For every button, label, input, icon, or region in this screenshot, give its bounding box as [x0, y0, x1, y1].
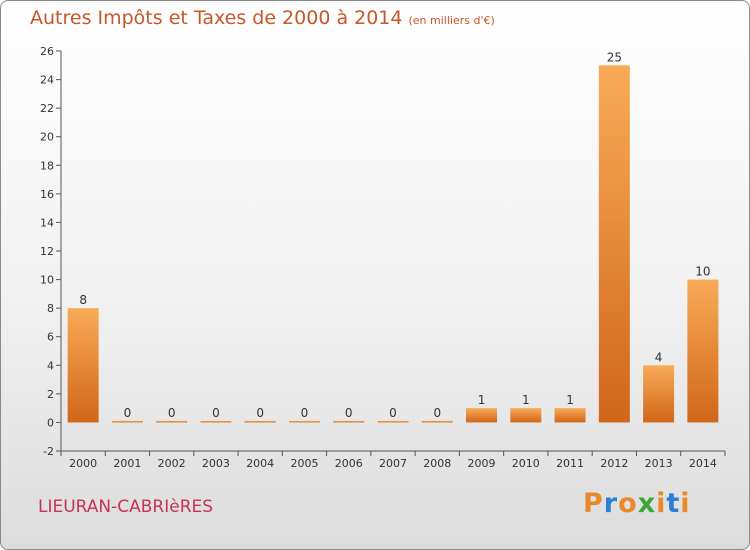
- x-tick-label: 2004: [246, 457, 274, 470]
- y-tick-label: 18: [40, 159, 54, 172]
- x-tick-label: 2012: [600, 457, 628, 470]
- x-tick-label: 2008: [423, 457, 451, 470]
- y-tick-label: 8: [47, 302, 54, 315]
- data-label: 1: [566, 393, 574, 407]
- logo-letter: r: [603, 488, 619, 519]
- bar: [333, 420, 365, 423]
- x-tick-label: 2002: [158, 457, 186, 470]
- x-tick-label: 2006: [335, 457, 363, 470]
- y-tick-label: 10: [40, 274, 54, 287]
- bar: [598, 65, 630, 423]
- bar: [67, 308, 99, 423]
- data-label: 0: [168, 406, 176, 420]
- y-tick-label: 16: [40, 188, 54, 201]
- data-label: 10: [695, 265, 710, 279]
- bar: [510, 408, 542, 423]
- x-tick-label: 2001: [113, 457, 141, 470]
- data-label: 0: [256, 406, 264, 420]
- data-label: 1: [478, 393, 486, 407]
- logo-letter: t: [666, 488, 681, 519]
- data-label: 0: [124, 406, 132, 420]
- bar: [421, 420, 453, 423]
- bar: [156, 420, 188, 423]
- bar: [377, 420, 409, 423]
- data-label: 4: [655, 350, 663, 364]
- y-tick-label: 6: [47, 331, 54, 344]
- data-label: 0: [433, 406, 441, 420]
- chart-subtitle: (en milliers d'€): [408, 14, 495, 27]
- bar: [244, 420, 276, 423]
- x-tick-label: 2013: [645, 457, 673, 470]
- y-tick-label: 22: [40, 102, 54, 115]
- y-tick-label: 12: [40, 245, 54, 258]
- x-tick-label: 2005: [290, 457, 318, 470]
- bar: [200, 420, 232, 423]
- y-tick-label: -2: [43, 445, 54, 458]
- logo-letter: i: [656, 488, 667, 519]
- y-tick-label: 0: [47, 416, 54, 429]
- data-label: 0: [301, 406, 309, 420]
- data-labels: 8 0 0 0 0 0 0 0 0 1 1 1 25 4 10: [79, 50, 710, 420]
- proxiti-logo: Proxiti: [583, 488, 691, 519]
- commune-name: LIEURAN-CABRIèRES: [38, 497, 214, 517]
- x-tick-label: 2007: [379, 457, 407, 470]
- bar: [288, 420, 320, 423]
- bar: [687, 279, 719, 423]
- x-tick-label: 2000: [69, 457, 97, 470]
- y-tick-label: 24: [40, 74, 54, 87]
- bar: [643, 365, 675, 423]
- data-label: 0: [389, 406, 397, 420]
- x-tick-label: 2011: [556, 457, 584, 470]
- bar: [111, 420, 143, 423]
- x-tick-label: 2003: [202, 457, 230, 470]
- y-tick-label: 14: [40, 216, 54, 229]
- y-tick-label: 2: [47, 388, 54, 401]
- x-tick-label: 2009: [468, 457, 496, 470]
- logo-letter: P: [583, 488, 604, 519]
- x-tick-label: 2010: [512, 457, 540, 470]
- bar: [466, 408, 498, 423]
- y-tick-label: 26: [40, 45, 54, 58]
- data-label: 1: [522, 393, 530, 407]
- logo-letter: x: [637, 488, 657, 519]
- data-label: 0: [345, 406, 353, 420]
- y-tick-label: 20: [40, 131, 54, 144]
- logo-letter: o: [618, 488, 638, 519]
- x-tick-label: 2014: [689, 457, 717, 470]
- data-label: 25: [607, 50, 622, 64]
- y-tick-label: 4: [47, 359, 54, 372]
- chart-title: Autres Impôts et Taxes de 2000 à 2014 (en…: [30, 7, 495, 29]
- bar: [554, 408, 586, 423]
- data-label: 0: [212, 406, 220, 420]
- bars: [67, 65, 719, 423]
- data-label: 8: [79, 293, 87, 307]
- logo-letter: i: [680, 488, 691, 519]
